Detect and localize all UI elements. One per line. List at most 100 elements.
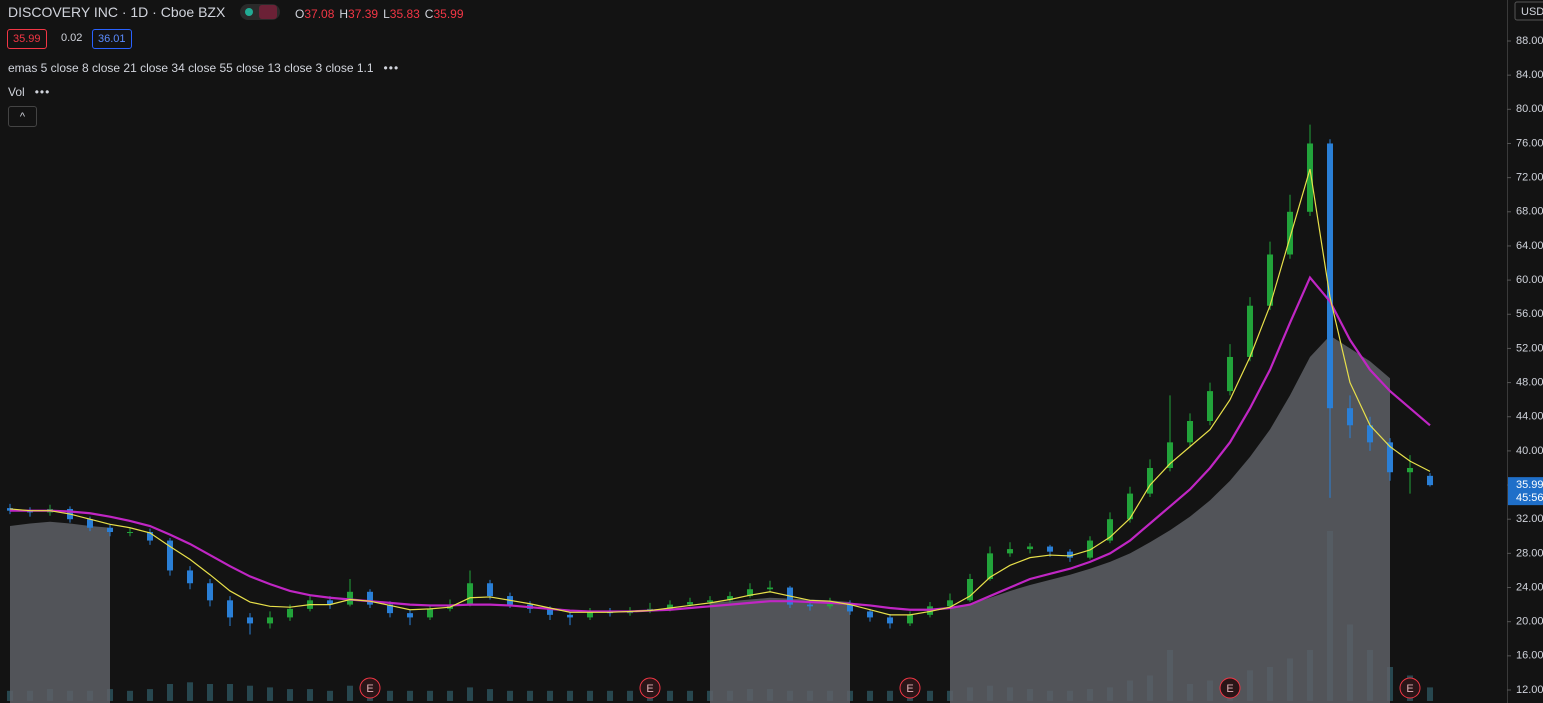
candle-body [687,602,693,605]
candle-body [987,553,993,579]
candle-body [327,600,333,605]
last-price-box [1508,477,1543,506]
candle-body [107,527,113,533]
y-tick-label: 72.00 [1516,172,1543,184]
collapse-button[interactable]: ^ [8,106,37,127]
ohlc-key: H [339,7,349,21]
candle-body [1327,143,1333,409]
volume-bar [247,685,253,701]
indicator-text: emas 5 close 8 close 21 close 34 close 5… [8,61,374,75]
status-dot [245,8,253,16]
candle-body [1107,519,1113,541]
volume-bar [587,690,593,701]
y-tick-label: 28.00 [1516,547,1543,559]
spread: 0.02 [61,32,83,44]
indicator-menu[interactable]: ••• [383,61,400,75]
y-tick-label: 88.00 [1516,35,1543,47]
y-tick-label: 44.00 [1516,411,1543,423]
y-tick-label: 68.00 [1516,206,1543,218]
y-tick-label: 40.00 [1516,445,1543,457]
candle-body [707,600,713,603]
y-tick-label: 16.00 [1516,650,1543,662]
band-area [10,521,110,703]
candle-body [767,587,773,590]
candle-body [227,600,233,618]
y-tick-label: 84.00 [1516,69,1543,81]
candle-body [1047,546,1053,552]
earnings-marker[interactable]: E [1399,677,1421,699]
candle-body [967,578,973,601]
volume-menu[interactable]: ••• [34,85,51,99]
volume-bar [887,690,893,701]
status-pill[interactable] [240,4,280,20]
candle-body [187,570,193,584]
currency-box[interactable] [1514,1,1543,21]
ohlc-value: 35.83 [389,7,420,21]
candle-body [87,519,93,528]
candle-body [427,608,433,618]
earnings-marker[interactable]: E [639,677,661,699]
earnings-label: E [1226,683,1233,695]
volume-bar [287,689,293,701]
earnings-circle [639,677,661,699]
ohlc-legend: O37.08 H37.39 L35.83 C35.99 [295,7,469,21]
candle-body [1387,442,1393,473]
ohlc-value: 37.39 [348,7,379,21]
candle-body [867,611,873,618]
candle-body [887,617,893,624]
y-tick-label: 48.00 [1516,376,1543,388]
volume-bar [147,689,153,701]
candle-body [487,583,493,597]
candle-body [667,604,673,609]
volume-bar [327,690,333,701]
ohlc-value: 35.99 [433,7,464,21]
y-tick-label: 12.00 [1516,684,1543,696]
candle-body [1067,551,1073,558]
volume-bar [387,690,393,701]
candle-body [547,608,553,615]
line-layer [9,168,1431,616]
candle-body [747,589,753,597]
candle-body [1347,408,1353,426]
earnings-marker[interactable]: E [899,677,921,699]
volume-bar [487,689,493,701]
candle-body [387,604,393,614]
candle-body [287,608,293,618]
volume-bar [927,690,933,701]
ema-line [10,275,1431,613]
candle-body [1267,254,1273,306]
y-tick-label: 24.00 [1516,581,1543,593]
candle-body [1147,467,1153,494]
candle-body [147,532,153,541]
volume-bar [567,690,573,701]
volume-bar [347,685,353,701]
volume-bar [467,687,473,701]
candle-body [827,602,833,607]
volume-bar [427,690,433,701]
bid-box[interactable]: 35.99 [7,29,47,49]
earnings-marker[interactable]: E [359,677,381,699]
candle-body [347,591,353,605]
ask-box[interactable]: 36.01 [92,29,132,49]
y-tick-label: 56.00 [1516,308,1543,320]
candle-body [267,617,273,624]
earnings-circle [899,677,921,699]
candle-body [1427,475,1433,486]
volume-bar [1427,687,1433,701]
ohlc-key: C [424,7,434,21]
volume-bar [507,690,513,701]
candle-body [407,613,413,618]
candle-body [1307,143,1313,212]
candle-body [947,600,953,607]
candle-layer [7,124,1433,635]
candle-body [1127,493,1133,520]
earnings-circle [1219,677,1241,699]
status-icon [259,5,277,19]
volume-bar [527,690,533,701]
candle-body [1227,356,1233,392]
candle-body [727,596,733,601]
candle-body [567,614,573,618]
earnings-marker[interactable]: E [1219,677,1241,699]
candle-body [1007,549,1013,554]
